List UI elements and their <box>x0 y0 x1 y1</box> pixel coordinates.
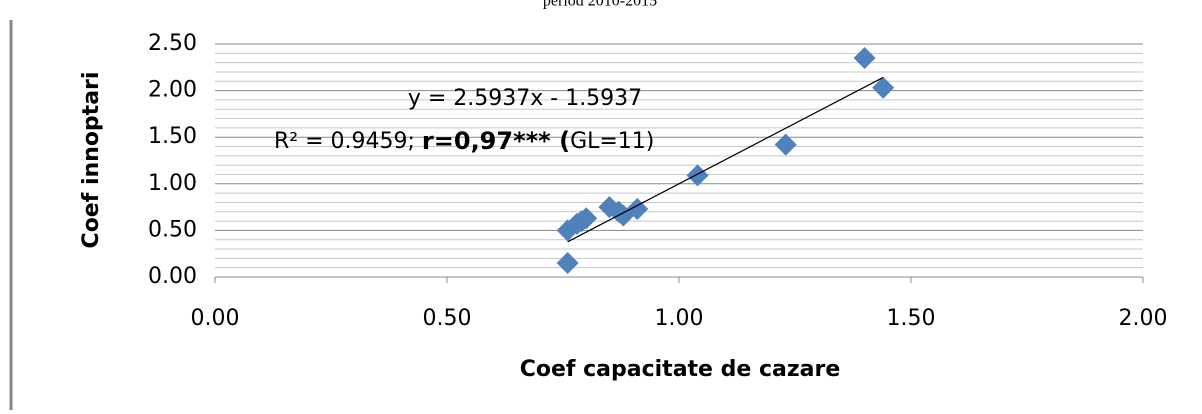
point <box>853 46 876 69</box>
point <box>872 76 895 99</box>
x-tick-label: 1.00 <box>655 306 704 331</box>
y-axis-label: Coef innoptari <box>79 72 104 249</box>
annotation: y = 2.5937x - 1.5937 <box>408 86 642 111</box>
point <box>607 200 630 223</box>
y-tick-label: 0.00 <box>148 264 197 289</box>
point <box>556 219 579 242</box>
y-tick-label: 2.00 <box>148 78 197 103</box>
x-tick-label: 0.00 <box>191 306 240 331</box>
annotation: R² = 0.9459; r=0,97*** (GL=11) <box>274 127 654 155</box>
x-tick-label: 0.50 <box>423 306 472 331</box>
annotation-part: R² = 0.9459; <box>274 129 422 154</box>
y-tick-label: 1.00 <box>148 171 197 196</box>
chart-title: period 2010-2015 <box>543 0 657 10</box>
y-tick-label: 2.50 <box>148 31 197 56</box>
annotation-part: GL=11) <box>570 129 654 154</box>
point <box>626 197 649 220</box>
point <box>686 164 709 187</box>
point <box>774 133 797 156</box>
y-tick-label: 1.50 <box>148 124 197 149</box>
x-tick-label: 1.50 <box>887 306 936 331</box>
y-tick-label: 0.50 <box>148 217 197 242</box>
x-tick-label: 2.00 <box>1119 306 1168 331</box>
x-axis-label: Coef capacitate de cazare <box>520 357 841 382</box>
point <box>556 252 579 275</box>
trendline <box>567 76 884 243</box>
annotation-part: r=0,97*** ( <box>422 127 570 155</box>
point <box>570 210 593 233</box>
